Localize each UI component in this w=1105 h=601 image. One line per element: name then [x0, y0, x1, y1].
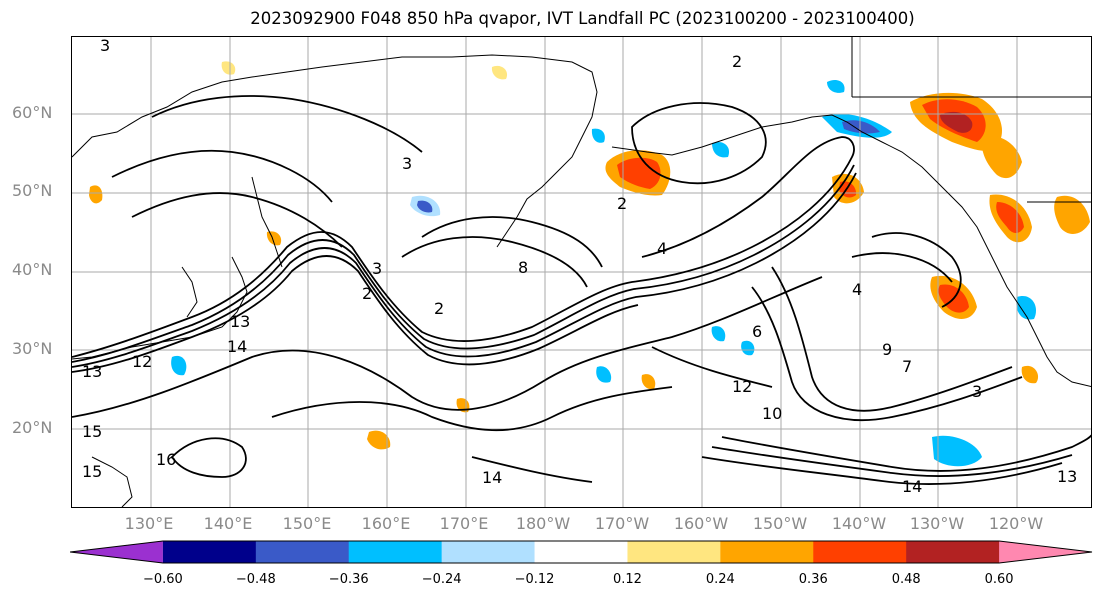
lon-label-130w: 130°W	[909, 514, 965, 533]
lon-label-140e: 140°E	[203, 514, 253, 533]
colorbar-tick-label: 0.48	[891, 572, 921, 587]
colorbar-segment	[906, 541, 1000, 563]
contour-label: 6	[752, 322, 762, 341]
lat-label-50n: 50°N	[12, 181, 53, 200]
contour-label: 13	[1057, 467, 1077, 486]
map-canvas: 3 2 3 2 4 3 2 2 8 16 14 13 15 15 14 13 1…	[72, 37, 1091, 507]
lon-label-120w: 120°W	[988, 514, 1044, 533]
contour-label: 14	[482, 468, 502, 487]
colorbar-tick-label: −0.36	[328, 572, 369, 587]
colorbar-segment	[534, 541, 628, 563]
colorbar-segment	[162, 541, 257, 563]
contour-label: 8	[518, 258, 528, 277]
lon-label-180w: 180°W	[515, 514, 571, 533]
contour-label: 10	[762, 404, 782, 423]
contour-label: 3	[372, 259, 382, 278]
lat-label-40n: 40°N	[12, 260, 53, 279]
lat-label-30n: 30°N	[12, 339, 53, 358]
contour-label: 7	[902, 357, 912, 376]
contour-label: 13	[82, 362, 102, 381]
lon-label-170w: 170°W	[594, 514, 650, 533]
colorbar-segment	[348, 541, 443, 563]
contour-label: 12	[732, 377, 752, 396]
contour-label: 3	[100, 37, 110, 55]
map-title: 2023092900 F048 850 hPa qvapor, IVT Land…	[250, 9, 915, 28]
colorbar-tick-label: 0.60	[984, 572, 1014, 587]
contour-label: 14	[227, 337, 247, 356]
contour-label: 4	[852, 280, 862, 299]
lon-label-160w: 160°W	[673, 514, 729, 533]
colorbar-tick-label: 0.12	[612, 572, 642, 587]
lon-label-170e: 170°E	[439, 514, 489, 533]
lat-label-60n: 60°N	[12, 103, 53, 122]
map-panel: 3 2 3 2 4 3 2 2 8 16 14 13 15 15 14 13 1…	[71, 36, 1092, 508]
colorbar-segment	[720, 541, 814, 563]
contour-label: 2	[732, 52, 742, 71]
lon-label-150w: 150°W	[752, 514, 808, 533]
contour-label: 15	[82, 422, 102, 441]
contour-label: 3	[972, 382, 982, 401]
colorbar-tick-label: −0.24	[421, 572, 462, 587]
contour-label: 12	[132, 352, 152, 371]
contour-label: 15	[82, 462, 102, 481]
colorbar-segment	[999, 541, 1092, 563]
contour-label: 16	[156, 450, 176, 469]
lon-label-160e: 160°E	[361, 514, 411, 533]
colorbar-tick-label: 0.24	[705, 572, 735, 587]
colorbar-segment	[441, 541, 536, 563]
colorbar-svg	[69, 540, 1093, 564]
contour-label: 13	[230, 312, 250, 331]
colorbar	[69, 540, 1095, 570]
colorbar-segment	[70, 541, 163, 563]
lat-label-20n: 20°N	[12, 418, 53, 437]
lon-label-140w: 140°W	[831, 514, 887, 533]
contour-label: 2	[362, 284, 372, 303]
colorbar-outline	[69, 540, 1093, 564]
colorbar-segment	[627, 541, 721, 563]
colorbar-tick-label: −0.60	[142, 572, 183, 587]
lon-label-150e: 150°E	[282, 514, 332, 533]
contour-label: 9	[882, 340, 892, 359]
contour-lines	[72, 95, 1091, 485]
map-gridlines	[72, 37, 1091, 507]
lon-label-130e: 130°E	[124, 514, 174, 533]
contour-label-group: 3 2 3 2 4 3 2 2 8 16 14 13 15 15 14 13 1…	[82, 37, 1077, 496]
colorbar-segment	[255, 541, 350, 563]
colorbar-segment	[813, 541, 907, 563]
colorbar-tick-label: −0.12	[514, 572, 555, 587]
contour-label: 2	[434, 299, 444, 318]
contour-label: 14	[902, 477, 922, 496]
contour-label: 4	[657, 239, 667, 258]
colorbar-tick-label: 0.36	[798, 572, 828, 587]
contour-label: 2	[617, 194, 627, 213]
contour-label: 3	[402, 154, 412, 173]
colorbar-tick-label: −0.48	[235, 572, 276, 587]
